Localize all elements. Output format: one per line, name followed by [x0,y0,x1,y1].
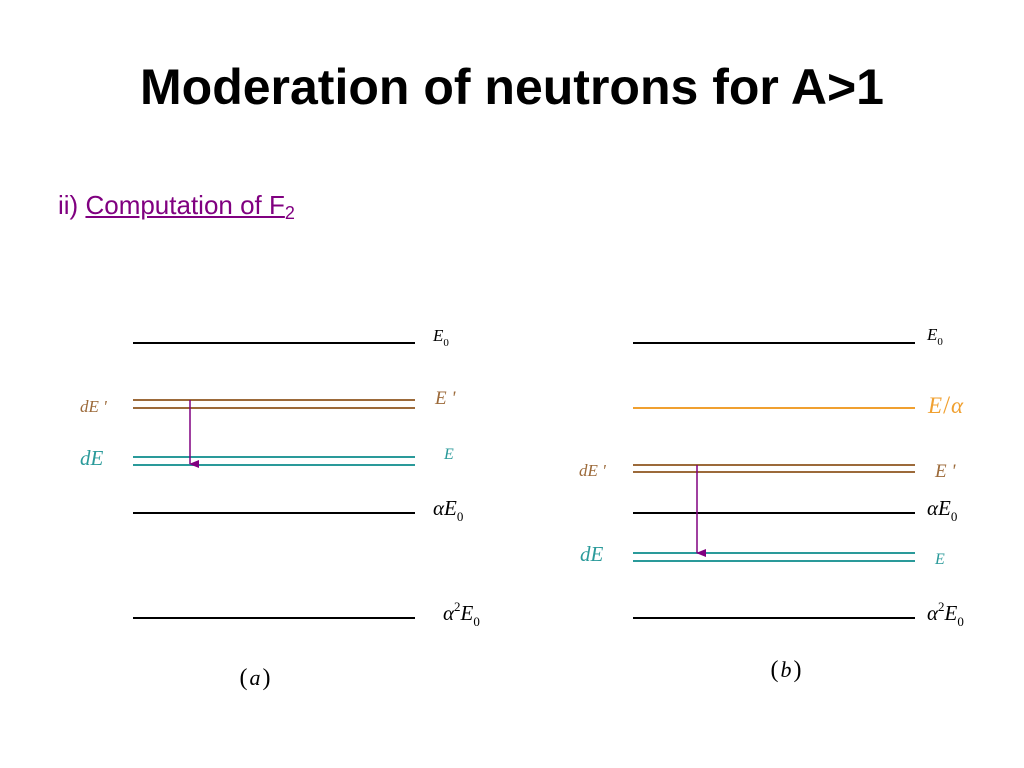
panel-a-label-dEprime: dE ' [80,397,107,416]
panel-a-label-alphaE0: αE0 [433,496,463,524]
panel-a-label-E0: E0 [432,326,449,349]
panel-b-label-dEprime: dE ' [579,461,606,480]
panel-b-label-Eprime: E ' [934,461,956,482]
panel-b: E0 E/α E ' αE0 E α2E0 dE ' dE (b) [579,325,964,683]
computation-link-text: Computation of F [85,190,285,220]
subtitle: ii) Computation of F2 [58,190,295,223]
panel-b-label-alpha2E0: α2E0 [927,599,964,629]
computation-link[interactable]: Computation of F2 [85,190,295,223]
panel-b-caption: (b) [771,657,802,683]
panel-b-label-E-over-alpha: E/α [927,392,964,419]
panel-a-label-alpha2E0: α2E0 [443,599,480,629]
panel-b-label-E: E [934,551,945,568]
panel-a-caption: (a) [240,665,271,691]
panel-b-label-E0: E0 [926,325,943,348]
panel-a-label-E: E [443,446,454,463]
slide-title: Moderation of neutrons for A>1 [140,59,884,115]
computation-link-subscript: 2 [284,203,295,223]
panel-b-label-alphaE0: αE0 [927,496,957,524]
subtitle-prefix: ii) [58,190,79,220]
panel-a: E0 E ' E αE0 α2E0 dE ' dE (a) [80,326,480,691]
panel-b-label-dE: dE [580,542,604,566]
panel-a-label-Eprime: E ' [434,388,456,409]
panel-a-label-dE: dE [80,446,104,470]
